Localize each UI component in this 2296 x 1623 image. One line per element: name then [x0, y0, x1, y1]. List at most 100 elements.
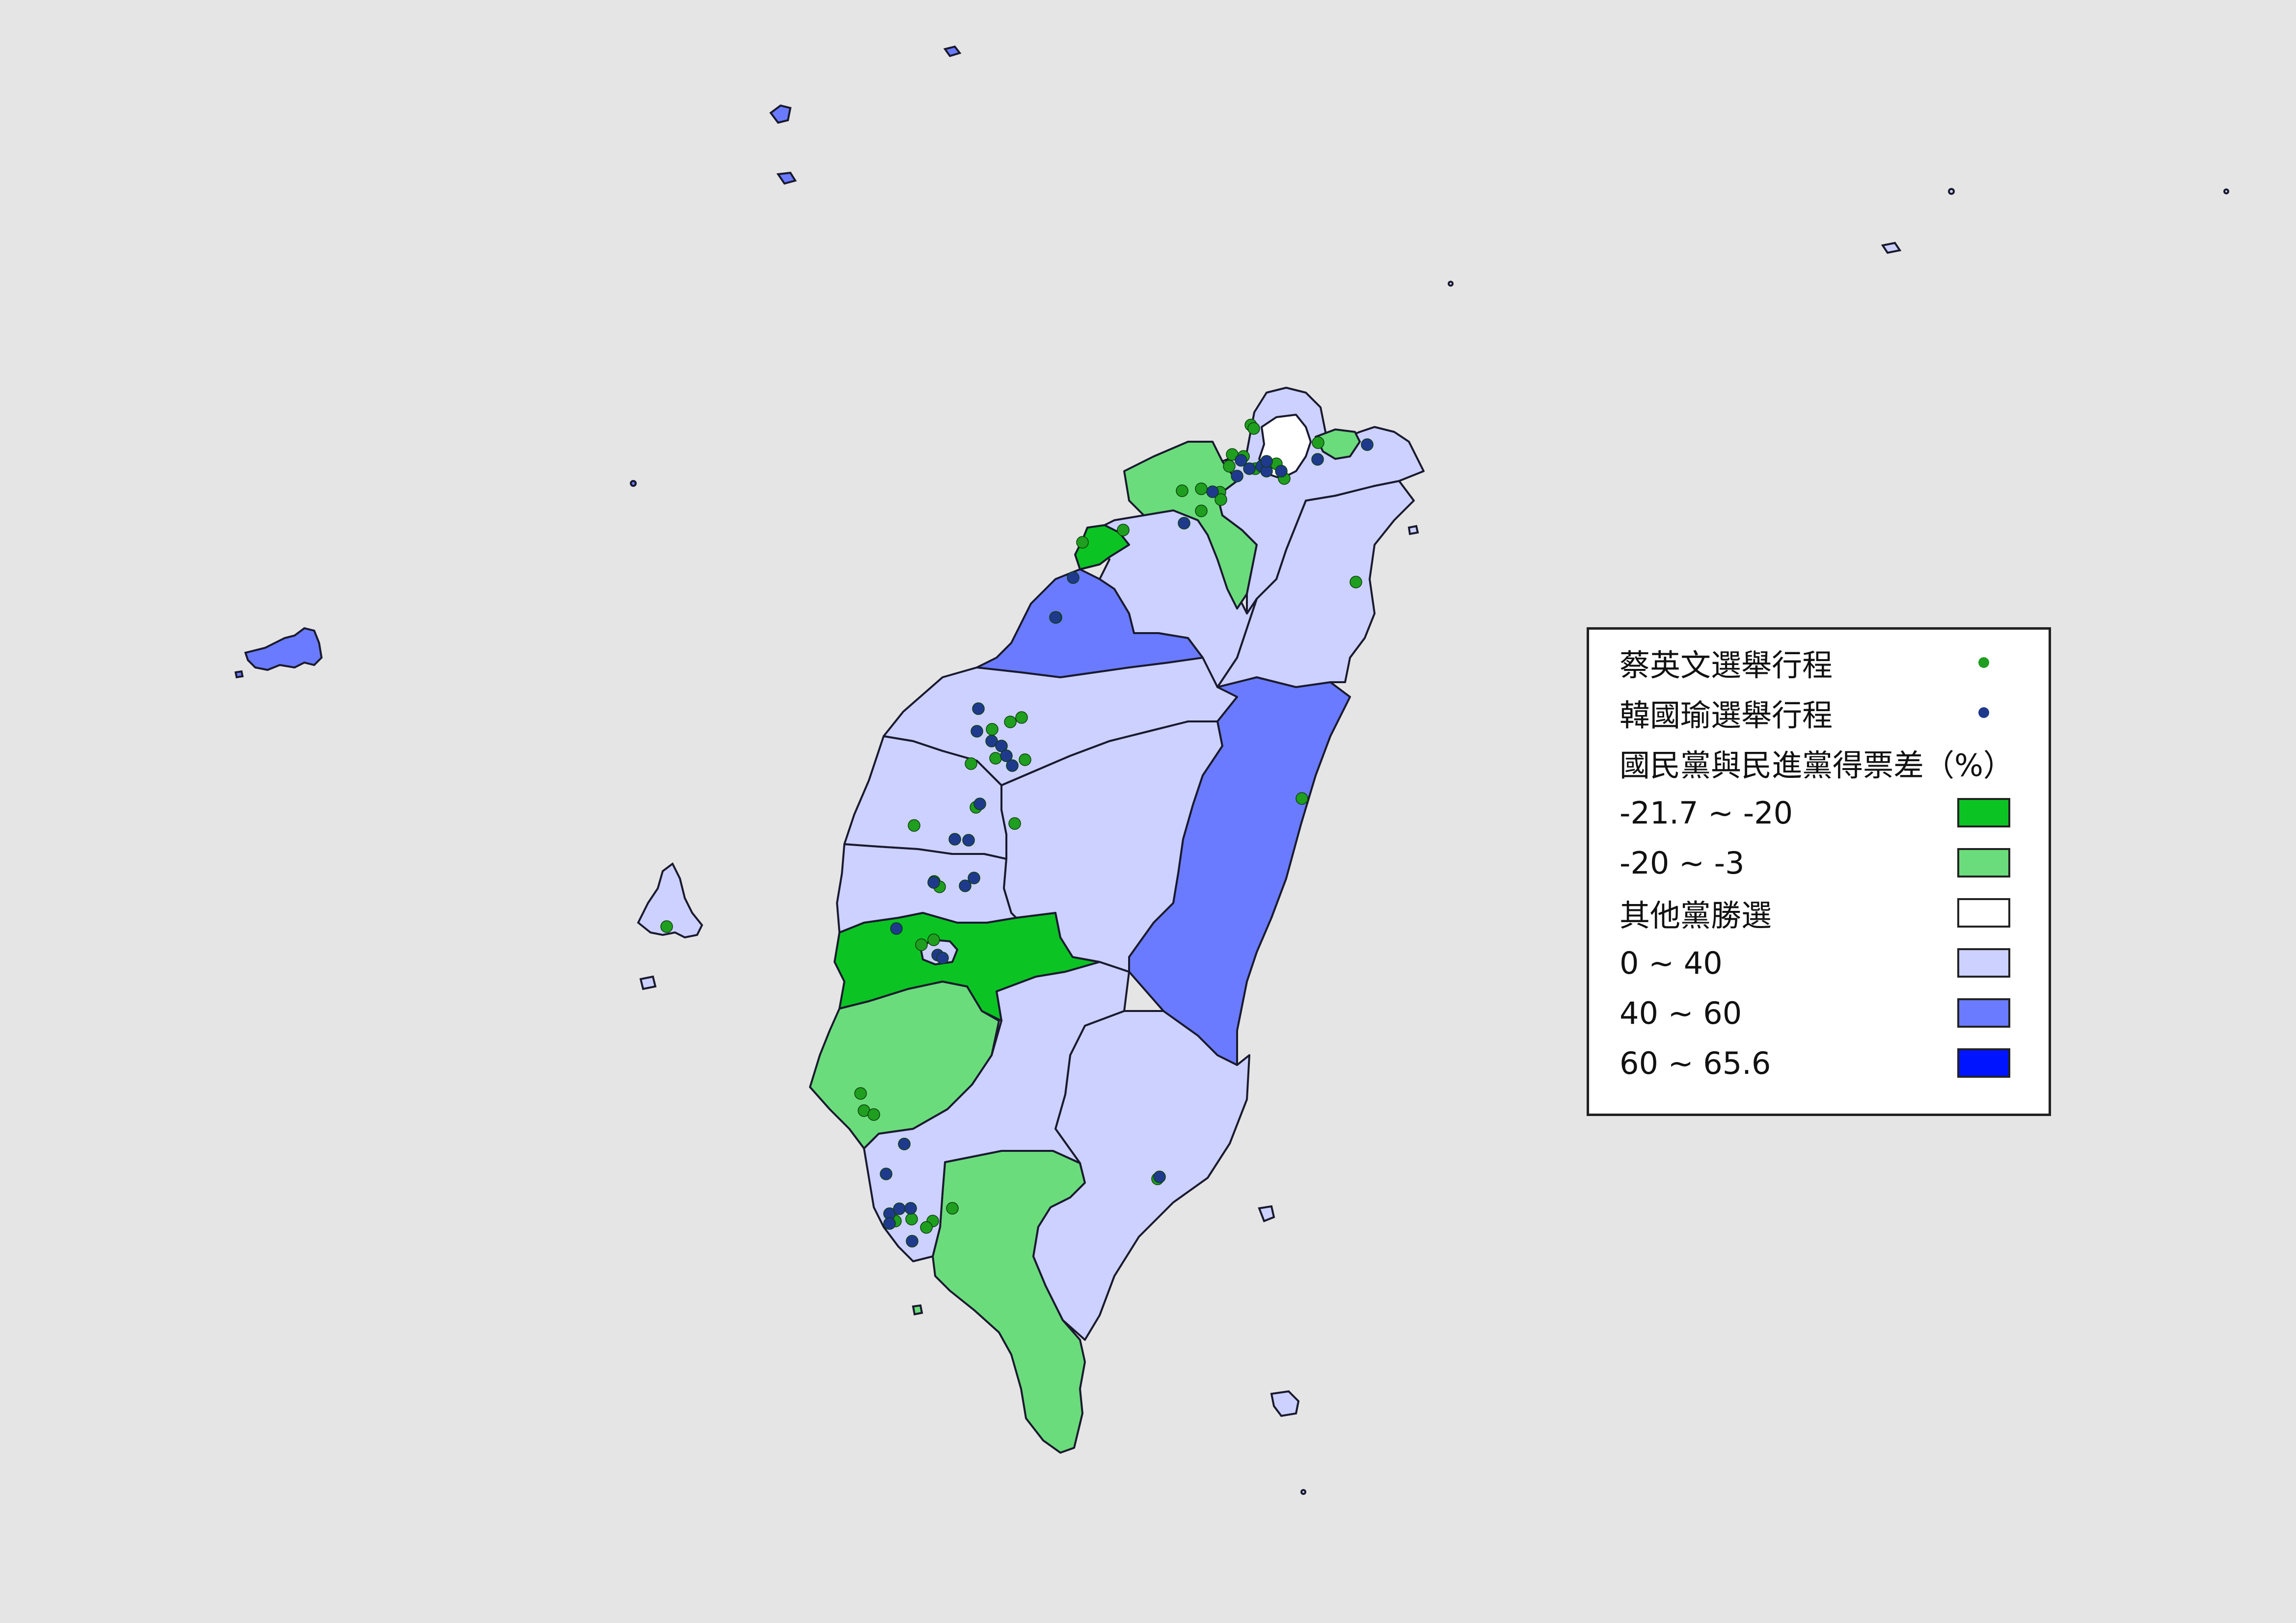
han-point — [971, 725, 983, 738]
tsai-point — [1296, 792, 1308, 805]
legend-class-2-label: 其他黨勝選 — [1620, 898, 1772, 933]
legend-class-3-label: 0 ~ 40 — [1620, 945, 1723, 981]
islet-dot-3 — [1448, 281, 1454, 287]
han-point — [995, 740, 1008, 752]
tsai-point — [1223, 460, 1236, 473]
tsai-point — [1312, 436, 1324, 449]
han-point — [1275, 465, 1288, 478]
region-penghu[interactable] — [244, 627, 323, 671]
islet-green-island — [1258, 1205, 1275, 1223]
tsai-point — [1004, 716, 1017, 728]
legend: 蔡英文選舉行程 韓國瑜選舉行程國民黨與民進黨得票差（%） -21.7 ~ -20 -2… — [1587, 627, 2051, 1116]
legend-fill-title-label: 國民黨與民進黨得票差（%） — [1620, 747, 2014, 783]
islet-dot-1 — [1948, 188, 1955, 195]
legend-swatch-0 — [1957, 798, 2010, 827]
han-point — [962, 834, 975, 847]
legend-class-0: -21.7 ~ -20 — [1620, 791, 1793, 835]
han-point — [1361, 438, 1374, 451]
han-point — [893, 1202, 906, 1215]
legend-row-han: 韓國瑜選舉行程 — [1620, 691, 1833, 735]
legend-swatch-1 — [1957, 848, 2010, 878]
tsai-point — [965, 757, 977, 770]
legend-class-5-label: 60 ~ 65.6 — [1620, 1045, 1771, 1081]
han-point — [1231, 470, 1243, 482]
han-point — [1260, 455, 1273, 468]
han-point — [1235, 454, 1247, 467]
region-lienchiang[interactable] — [769, 104, 792, 124]
islet-dot-5 — [1300, 1489, 1306, 1495]
legend-class-4: 40 ~ 60 — [1620, 991, 1742, 1035]
tsai-point — [1350, 576, 1362, 588]
outlying-islands — [234, 45, 2229, 1495]
han-point — [1049, 611, 1062, 624]
tsai-point — [927, 933, 940, 946]
islet-matsu-south — [776, 171, 797, 185]
han-point — [1000, 749, 1013, 762]
islet-guishan — [1407, 525, 1419, 535]
islet-penghu-south — [234, 670, 244, 679]
islet-kinmen-small — [639, 975, 657, 990]
tsai-point — [1076, 536, 1089, 549]
legend-class-2: 其他黨勝選 — [1620, 891, 1772, 935]
tsai-point — [1195, 482, 1208, 495]
legend-row-han-label: 韓國瑜選舉行程 — [1620, 697, 1833, 733]
legend-fill-title: 國民黨與民進黨得票差（%） — [1620, 741, 2014, 785]
han-point — [959, 879, 972, 892]
legend-class-3: 0 ~ 40 — [1620, 941, 1723, 985]
tsai-point — [915, 938, 928, 951]
tsai-point — [1195, 505, 1208, 517]
tsai-point — [660, 920, 673, 933]
han-point — [936, 952, 949, 964]
region-keelung[interactable] — [1315, 428, 1361, 460]
tsai-point — [1019, 753, 1031, 766]
han-point — [890, 922, 903, 935]
legend-swatch-3 — [1957, 948, 2010, 978]
legend-row-tsai: 蔡英文選舉行程 — [1620, 640, 1833, 685]
legend-swatch-4 — [1957, 998, 2010, 1028]
tsai-point — [1008, 817, 1021, 830]
han-point — [1006, 759, 1019, 772]
han-point — [968, 872, 980, 884]
han-point — [1178, 517, 1190, 530]
legend-dot-han — [1978, 707, 1989, 718]
han-point — [948, 833, 961, 846]
tsai-point — [905, 1213, 918, 1225]
han-point — [1067, 571, 1080, 584]
islet-xiaoliuqiu — [912, 1304, 923, 1316]
legend-dot-tsai — [1978, 657, 1989, 668]
islet-diaoyutai — [1881, 241, 1902, 254]
han-point — [972, 702, 985, 715]
han-point — [898, 1138, 911, 1150]
islet-dot-4 — [630, 480, 637, 487]
han-point — [883, 1217, 896, 1230]
tsai-point — [1215, 493, 1227, 506]
han-point — [1206, 485, 1219, 498]
tsai-point — [946, 1202, 959, 1215]
tsai-point — [867, 1108, 880, 1121]
region-hualien[interactable] — [1128, 676, 1351, 1066]
han-point — [880, 1168, 892, 1180]
legend-class-0-label: -21.7 ~ -20 — [1620, 795, 1793, 831]
legend-row-tsai-label: 蔡英文選舉行程 — [1620, 647, 1833, 683]
legend-class-4-label: 40 ~ 60 — [1620, 995, 1742, 1031]
legend-class-5: 60 ~ 65.6 — [1620, 1041, 1771, 1085]
tsai-point — [1247, 422, 1260, 435]
legend-swatch-5 — [1957, 1048, 2010, 1078]
tsai-point — [854, 1087, 867, 1100]
region-kinmen[interactable] — [637, 862, 703, 939]
han-point — [904, 1202, 917, 1215]
tsai-point — [1226, 448, 1239, 461]
han-point — [1243, 462, 1256, 475]
legend-swatch-2 — [1957, 898, 2010, 928]
tsai-point — [908, 819, 920, 832]
han-point — [1153, 1171, 1166, 1183]
han-point — [927, 876, 940, 889]
han-point — [1311, 453, 1324, 466]
tsai-point — [1117, 524, 1130, 536]
islet-orchid-island — [1270, 1390, 1300, 1417]
tsai-point — [986, 723, 999, 736]
islet-dot-2 — [2223, 188, 2229, 194]
islet-matsu-north — [943, 45, 962, 57]
legend-class-1: -20 ~ -3 — [1620, 841, 1744, 885]
han-point — [906, 1235, 918, 1248]
